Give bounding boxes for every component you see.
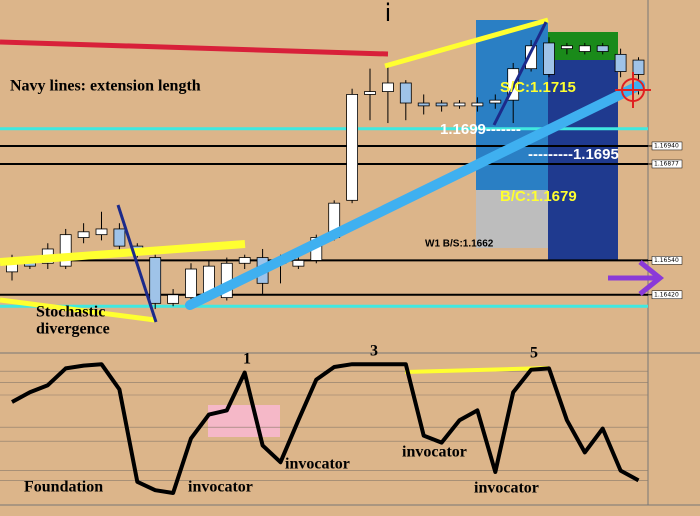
candle-body — [59, 234, 72, 267]
annotation: invocator — [188, 479, 253, 496]
annotation: invocator — [285, 456, 350, 473]
highlight — [208, 405, 280, 437]
red-trendline — [0, 39, 389, 57]
annotation: invocator — [402, 444, 467, 461]
yellow-trendline — [384, 17, 549, 69]
annotation: 1.1699------- — [440, 121, 521, 138]
navy-zone — [548, 55, 618, 260]
y-tick-label: 1.16877 — [654, 160, 679, 167]
yellow-trendline — [0, 297, 156, 323]
levels — [0, 127, 648, 481]
candle-body — [238, 257, 251, 264]
annotation: S/C:1.1715 — [500, 79, 576, 96]
annotations: i Navy lines: extension length S/C:1.171… — [10, 0, 619, 497]
annotation: 5 — [530, 345, 538, 362]
candle-body — [489, 99, 502, 104]
candle-body — [561, 45, 573, 50]
annotation: invocator — [474, 480, 539, 497]
candle-body — [525, 45, 537, 70]
candle-body — [632, 59, 645, 75]
y-tick-label: 1.16940 — [654, 142, 679, 149]
candle-body — [364, 91, 376, 95]
annotation: Stochastic — [36, 304, 105, 321]
candle-body — [381, 82, 394, 92]
candle-body — [113, 228, 126, 247]
cyan-trendline — [185, 80, 645, 310]
candle-body — [185, 268, 197, 299]
candle-body — [77, 231, 90, 238]
candle-body — [543, 42, 555, 75]
annotation: Navy lines: extension length — [10, 78, 201, 95]
candle-body — [471, 102, 484, 107]
candle-body — [399, 82, 412, 104]
annotation: 1 — [243, 351, 251, 368]
annotation: Foundation — [24, 479, 103, 496]
candle-body — [578, 45, 591, 52]
candle-body — [167, 294, 180, 304]
annotation: ---------1.1695 — [528, 146, 619, 163]
candles — [6, 37, 645, 310]
candle-body — [453, 102, 466, 107]
tick-box — [651, 159, 683, 169]
tick-box — [651, 141, 683, 151]
crosshair — [615, 72, 651, 108]
candle-body — [292, 260, 305, 267]
annotation: W1 B/S:1.1662 — [425, 239, 494, 250]
yellow-trendline — [404, 366, 549, 374]
tick-box — [651, 256, 683, 265]
annotation: divergence — [36, 321, 110, 338]
y-tick-label: 1.16540 — [654, 257, 679, 264]
purple-arrow — [608, 260, 665, 296]
candle-body — [435, 102, 448, 107]
tick-box — [651, 290, 683, 300]
candle-body — [346, 94, 359, 201]
annotation: B/C:1.1679 — [500, 188, 577, 205]
candle-body — [95, 228, 108, 236]
yellow-trendline — [0, 240, 246, 266]
navy-line — [116, 204, 158, 323]
gray-zone — [476, 190, 548, 248]
stochastic-line — [11, 362, 640, 495]
navy-line — [492, 21, 548, 126]
annotation: i — [385, 0, 392, 27]
candle-body — [596, 45, 609, 52]
drawings — [0, 17, 665, 374]
candle-body — [614, 53, 627, 72]
candle-body — [149, 257, 162, 304]
y-tick-label: 1.16420 — [654, 291, 679, 298]
annotation: 3 — [370, 343, 378, 360]
candle-body — [417, 102, 430, 107]
